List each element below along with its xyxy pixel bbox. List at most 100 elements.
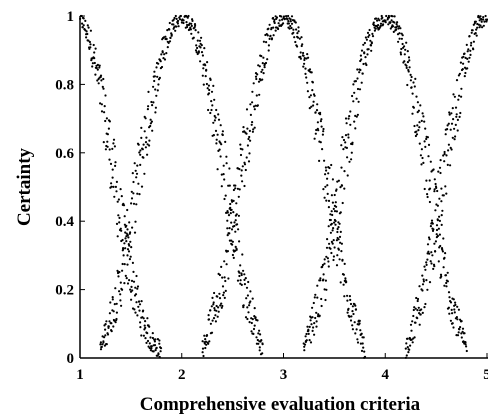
data-point-peak-3 (354, 308, 358, 311)
data-point-peak-4 (439, 273, 443, 276)
data-point-peak-1 (142, 317, 145, 320)
data-point-peak-4 (456, 305, 459, 308)
data-point-peak-3 (258, 93, 261, 96)
data-point-peak-5 (420, 308, 423, 311)
data-point-peak-3 (302, 51, 305, 55)
data-point-peak-2 (125, 224, 128, 227)
data-point-peak-3 (251, 101, 254, 104)
data-point-peak-3 (351, 305, 354, 308)
data-point-peak-4 (303, 345, 306, 348)
data-point-peak-4 (400, 47, 403, 51)
data-point-peak-4 (422, 115, 425, 118)
data-point-peak-1 (134, 311, 137, 314)
data-point-peak-4 (421, 156, 424, 160)
data-point-peak-3 (302, 54, 305, 57)
data-point-peak-3 (346, 294, 349, 297)
data-point-peak-1 (139, 326, 142, 329)
data-point-peak-3 (218, 292, 221, 295)
data-point-peak-5 (448, 111, 451, 114)
data-point-peak-1 (85, 36, 88, 39)
data-point-peak-3 (203, 342, 206, 345)
data-point-peak-1 (116, 235, 119, 238)
data-point-peak-2 (182, 21, 185, 25)
data-point-peak-5 (412, 314, 415, 318)
data-point-peak-2 (255, 336, 258, 339)
data-point-peak-3 (240, 174, 243, 177)
data-point-peak-4 (367, 48, 370, 51)
data-point-peak-2 (176, 19, 180, 22)
data-point-peak-1 (118, 216, 121, 219)
data-point-peak-1 (121, 262, 124, 266)
data-point-peak-4 (428, 179, 431, 182)
data-point-peak-2 (122, 254, 125, 257)
data-point-peak-1 (126, 228, 129, 231)
data-point-peak-3 (255, 94, 258, 97)
data-point-peak-5 (468, 56, 471, 59)
data-point-peak-2 (135, 203, 138, 206)
data-point-peak-4 (370, 42, 373, 45)
data-point-peak-3 (213, 291, 216, 295)
data-point-peak-2 (239, 279, 242, 282)
data-point-peak-1 (123, 215, 126, 218)
data-point-peak-5 (442, 154, 445, 157)
data-point-peak-2 (136, 164, 139, 167)
data-point-peak-4 (359, 68, 362, 72)
data-point-peak-1 (157, 352, 160, 355)
data-point-peak-3 (296, 31, 299, 35)
data-point-peak-2 (133, 162, 136, 165)
data-point-peak-1 (139, 321, 142, 324)
data-point-peak-2 (175, 25, 178, 28)
data-point-peak-1 (123, 242, 126, 245)
data-point-peak-2 (261, 352, 264, 355)
data-point-peak-5 (429, 260, 432, 263)
data-point-peak-5 (424, 302, 427, 306)
data-point-peak-4 (348, 160, 351, 163)
data-point-peak-3 (237, 214, 240, 217)
data-point-peak-3 (225, 263, 228, 266)
data-point-peak-3 (303, 58, 306, 62)
data-point-peak-4 (345, 122, 348, 125)
data-point-peak-3 (289, 24, 292, 28)
data-point-peak-5 (462, 55, 465, 58)
data-point-peak-2 (221, 133, 224, 137)
data-point-peak-4 (342, 148, 345, 151)
data-point-peak-2 (127, 243, 130, 246)
data-point-peak-3 (234, 219, 237, 222)
data-point-peak-5 (424, 268, 427, 271)
data-point-peak-2 (205, 69, 208, 72)
data-point-peak-3 (229, 212, 232, 215)
data-point-peak-3 (267, 27, 270, 30)
data-point-peak-4 (309, 319, 312, 322)
data-point-peak-4 (439, 244, 442, 248)
data-point-peak-3 (330, 163, 333, 167)
data-point-peak-2 (172, 18, 175, 21)
data-point-peak-1 (110, 182, 113, 185)
data-point-peak-3 (235, 213, 238, 216)
data-point-peak-3 (232, 249, 235, 252)
data-point-peak-4 (410, 86, 413, 89)
data-point-peak-4 (368, 34, 371, 37)
data-point-peak-3 (245, 132, 248, 135)
data-point-peak-4 (415, 95, 418, 98)
data-point-peak-3 (282, 22, 285, 25)
data-point-peak-1 (115, 180, 118, 183)
data-point-peak-4 (389, 27, 392, 30)
data-point-peak-4 (362, 43, 365, 46)
data-point-peak-5 (421, 289, 424, 292)
data-point-peak-1 (96, 68, 99, 71)
data-point-peak-2 (210, 108, 213, 112)
data-point-peak-2 (220, 143, 223, 146)
data-point-peak-2 (229, 202, 232, 206)
data-point-peak-3 (218, 297, 222, 300)
data-point-peak-3 (339, 241, 342, 244)
data-point-peak-3 (216, 315, 219, 318)
data-point-peak-4 (330, 240, 333, 243)
data-point-peak-1 (112, 185, 115, 188)
data-point-peak-4 (384, 19, 387, 22)
data-point-peak-1 (125, 240, 128, 243)
data-point-peak-2 (222, 173, 225, 176)
data-point-peak-3 (258, 65, 261, 68)
data-point-peak-3 (281, 18, 284, 21)
data-point-peak-1 (115, 190, 118, 193)
data-point-peak-4 (433, 190, 436, 193)
